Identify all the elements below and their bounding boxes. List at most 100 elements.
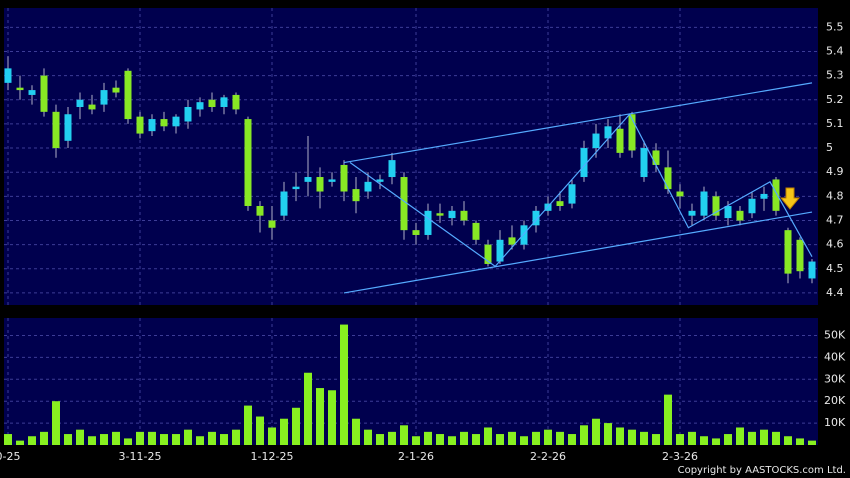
candle-body bbox=[76, 99, 84, 107]
volume-bar bbox=[364, 429, 372, 445]
volume-bar bbox=[616, 427, 624, 445]
volume-bar bbox=[172, 434, 180, 445]
volume-bar bbox=[448, 436, 456, 445]
volume-bar bbox=[16, 440, 24, 445]
candle-body bbox=[148, 119, 156, 132]
volume-bar bbox=[688, 431, 696, 445]
candle-body bbox=[292, 186, 300, 190]
candle-body bbox=[196, 102, 204, 110]
candle-body bbox=[772, 179, 780, 211]
candle-body bbox=[112, 87, 120, 93]
candle-body bbox=[328, 179, 336, 182]
y-tick-label: 5.5 bbox=[826, 20, 844, 33]
volume-bar bbox=[232, 429, 240, 445]
candle-body bbox=[592, 133, 600, 149]
volume-bar bbox=[424, 431, 432, 445]
candle-body bbox=[232, 94, 240, 110]
y-tick-label: 5.4 bbox=[826, 44, 844, 57]
candle-body bbox=[700, 191, 708, 216]
volume-bar bbox=[508, 431, 516, 445]
volume-bar bbox=[280, 418, 288, 445]
volume-bar bbox=[484, 427, 492, 445]
volume-bar bbox=[268, 427, 276, 445]
y-tick-label: 4.4 bbox=[826, 286, 844, 299]
y-tick-label: 5.3 bbox=[826, 69, 844, 82]
volume-bar bbox=[340, 324, 348, 445]
candle-body bbox=[580, 148, 588, 178]
candle-body bbox=[640, 148, 648, 178]
candle-body bbox=[508, 237, 516, 245]
y-tick-label: 40K bbox=[824, 350, 846, 363]
volume-bar bbox=[784, 436, 792, 445]
candle-body bbox=[676, 191, 684, 197]
volume-bar bbox=[760, 429, 768, 445]
trend-line bbox=[343, 82, 813, 164]
candle-body bbox=[64, 114, 72, 141]
candle-body bbox=[496, 239, 504, 262]
candle-body bbox=[160, 119, 168, 127]
candle-body bbox=[40, 75, 48, 112]
y-tick-label: 20K bbox=[824, 394, 846, 407]
volume-bar bbox=[472, 434, 480, 445]
y-tick-label: 4.8 bbox=[826, 189, 844, 202]
volume-bar bbox=[592, 418, 600, 445]
candle-body bbox=[184, 107, 192, 122]
volume-bar bbox=[28, 436, 36, 445]
copyright: Copyright by AASTOCKS.com Ltd. bbox=[678, 465, 846, 476]
volume-bar bbox=[112, 431, 120, 445]
y-tick-label: 4.7 bbox=[826, 213, 844, 226]
candle-body bbox=[340, 164, 348, 192]
volume-bar bbox=[772, 431, 780, 445]
volume-bar bbox=[640, 431, 648, 445]
volume-bar bbox=[196, 436, 204, 445]
volume-bar bbox=[136, 431, 144, 445]
candle-body bbox=[88, 104, 96, 110]
volume-bar bbox=[808, 440, 816, 445]
volume-bar bbox=[88, 436, 96, 445]
volume-bar bbox=[580, 425, 588, 445]
candle-body bbox=[628, 114, 636, 151]
volume-bar bbox=[460, 431, 468, 445]
candle-body bbox=[220, 97, 228, 107]
candle-body bbox=[616, 128, 624, 153]
volume-bar bbox=[160, 434, 168, 445]
candle-body bbox=[304, 177, 312, 182]
x-tick-label: 0-25 bbox=[0, 450, 20, 463]
volume-bar bbox=[292, 407, 300, 445]
candle-body bbox=[4, 68, 12, 83]
candle-body bbox=[652, 150, 660, 165]
volume-bar bbox=[604, 423, 612, 445]
y-tick-label: 50K bbox=[824, 329, 846, 342]
volume-bar bbox=[52, 401, 60, 445]
candle-body bbox=[316, 177, 324, 192]
candle-body bbox=[388, 160, 396, 178]
volume-bar bbox=[544, 429, 552, 445]
y-tick-label: 4.6 bbox=[826, 238, 844, 251]
candle-body bbox=[472, 222, 480, 240]
volume-bar bbox=[208, 431, 216, 445]
volume-bar bbox=[304, 372, 312, 445]
candle-body bbox=[364, 181, 372, 192]
candle-body bbox=[664, 167, 672, 190]
volume-bar bbox=[664, 394, 672, 445]
candle-body bbox=[412, 230, 420, 235]
volume-bar bbox=[712, 438, 720, 445]
y-tick-label: 5.1 bbox=[826, 117, 844, 130]
volume-bar bbox=[496, 434, 504, 445]
volume-bar bbox=[148, 431, 156, 445]
volume-bar bbox=[676, 434, 684, 445]
price-panel bbox=[4, 8, 818, 305]
candle-body bbox=[436, 213, 444, 216]
candle-body bbox=[208, 99, 216, 107]
candle-body bbox=[124, 70, 132, 120]
candle-body bbox=[424, 210, 432, 235]
candle-body bbox=[808, 261, 816, 279]
volume-bar bbox=[376, 434, 384, 445]
x-tick-label: 2-2-26 bbox=[530, 450, 566, 463]
trend-line bbox=[349, 113, 813, 268]
y-tick-label: 10K bbox=[824, 416, 846, 429]
volume-bar bbox=[124, 438, 132, 445]
volume-bar bbox=[532, 431, 540, 445]
candle-body bbox=[568, 184, 576, 204]
